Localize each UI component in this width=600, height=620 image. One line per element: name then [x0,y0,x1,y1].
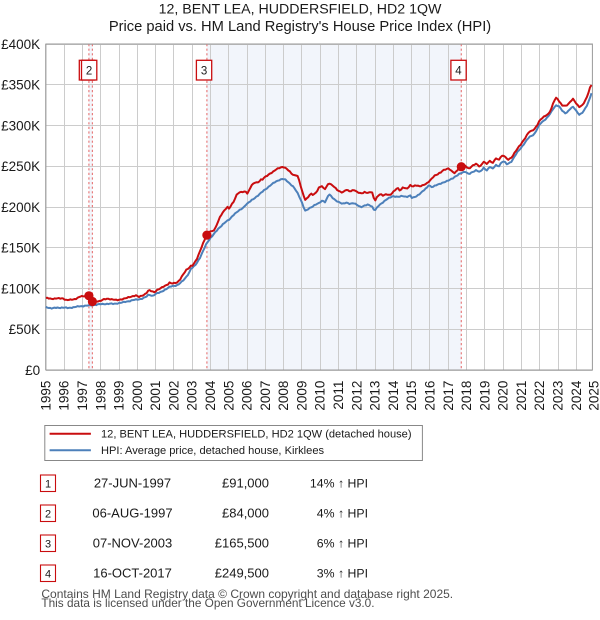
svg-text:2003: 2003 [185,381,200,411]
svg-text:2015: 2015 [404,381,419,411]
svg-text:27-JUN-1997: 27-JUN-1997 [94,475,171,490]
svg-text:2012: 2012 [349,381,364,411]
svg-text:£0: £0 [25,363,40,378]
svg-text:2014: 2014 [386,380,401,411]
svg-text:2002: 2002 [166,381,181,411]
svg-text:£200K: £200K [1,200,40,215]
svg-text:2019: 2019 [477,381,492,411]
svg-text:2: 2 [86,65,92,77]
svg-text:3: 3 [201,65,207,77]
svg-text:1997: 1997 [75,381,90,411]
svg-text:HPI: Average price, detached h: HPI: Average price, detached house, Kirk… [101,445,324,457]
svg-text:4% ↑ HPI: 4% ↑ HPI [317,506,368,520]
svg-text:07-NOV-2003: 07-NOV-2003 [93,535,173,550]
svg-text:2011: 2011 [331,381,346,410]
svg-text:£100K: £100K [1,281,40,296]
svg-text:12, BENT LEA, HUDDERSFIELD, HD: 12, BENT LEA, HUDDERSFIELD, HD2 1QW [159,2,442,18]
svg-text:2025: 2025 [587,381,600,411]
svg-text:£91,000: £91,000 [222,475,269,490]
svg-text:2008: 2008 [276,381,291,411]
svg-text:£400K: £400K [1,37,40,52]
svg-text:Price paid vs. HM Land Registr: Price paid vs. HM Land Registry's House … [109,19,491,35]
svg-text:£84,000: £84,000 [222,505,269,520]
svg-text:1995: 1995 [38,381,53,411]
svg-text:2009: 2009 [295,381,310,411]
svg-text:1999: 1999 [112,381,127,411]
svg-text:£165,500: £165,500 [215,535,269,550]
svg-text:2000: 2000 [130,381,145,411]
svg-text:2007: 2007 [258,381,273,411]
svg-text:2017: 2017 [441,381,456,411]
svg-text:2006: 2006 [240,381,255,411]
svg-text:1998: 1998 [93,381,108,411]
svg-text:2022: 2022 [532,381,547,411]
svg-text:£249,500: £249,500 [215,565,269,580]
svg-text:1996: 1996 [57,381,72,411]
svg-text:2023: 2023 [551,381,566,411]
svg-text:2016: 2016 [423,381,438,411]
svg-text:£50K: £50K [9,322,41,337]
svg-text:This data is licensed under th: This data is licensed under the Open Gov… [41,596,374,610]
svg-text:£250K: £250K [1,159,40,174]
svg-text:2024: 2024 [569,380,584,411]
svg-text:4: 4 [455,65,462,77]
svg-text:2021: 2021 [514,381,529,411]
svg-text:2001: 2001 [148,381,163,411]
svg-text:3% ↑ HPI: 3% ↑ HPI [317,566,368,580]
svg-text:£300K: £300K [1,118,40,133]
svg-text:3: 3 [45,538,51,550]
svg-text:Contains HM Land Registry data: Contains HM Land Registry data © Crown c… [41,587,453,601]
svg-text:12, BENT LEA, HUDDERSFIELD, HD: 12, BENT LEA, HUDDERSFIELD, HD2 1QW (det… [101,429,412,441]
svg-text:2020: 2020 [496,381,511,411]
svg-text:6% ↑ HPI: 6% ↑ HPI [317,536,368,550]
svg-text:2018: 2018 [459,381,474,411]
svg-text:16-OCT-2017: 16-OCT-2017 [93,565,172,580]
svg-text:2004: 2004 [203,380,218,411]
svg-text:06-AUG-1997: 06-AUG-1997 [92,505,172,520]
svg-text:1: 1 [45,478,51,490]
svg-text:2010: 2010 [313,381,328,411]
svg-text:14% ↑ HPI: 14% ↑ HPI [310,476,368,490]
svg-text:£350K: £350K [1,78,40,93]
svg-text:2: 2 [45,508,51,520]
svg-text:2013: 2013 [368,381,383,411]
svg-text:£150K: £150K [1,241,40,256]
svg-text:2005: 2005 [221,381,236,411]
svg-text:4: 4 [45,568,51,580]
